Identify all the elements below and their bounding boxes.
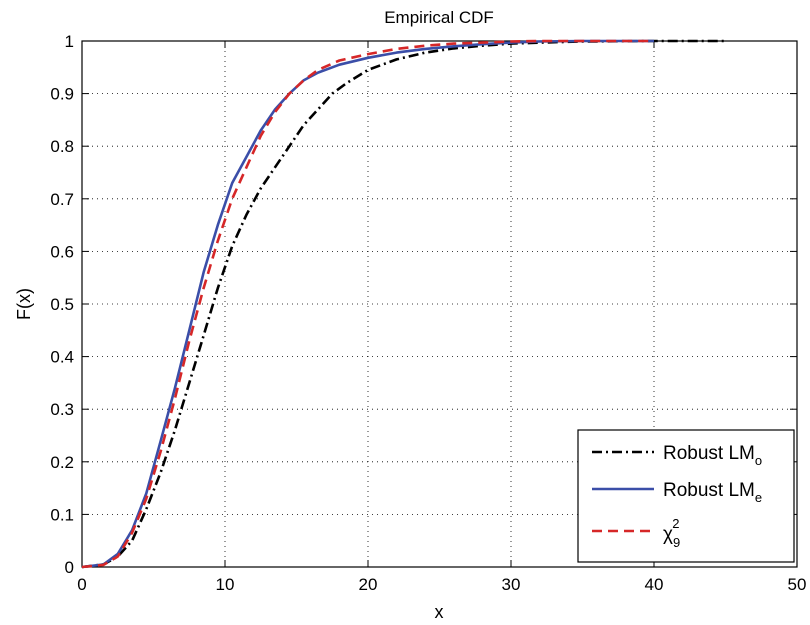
legend-label-robust-lm-e: Robust LMe xyxy=(663,480,762,505)
x-tick-label: 50 xyxy=(788,575,807,594)
x-tick-label: 30 xyxy=(502,575,521,594)
y-tick-labels: 0 0.1 0.2 0.3 0.4 0.5 0.6 0.7 0.8 0.9 1 xyxy=(50,32,74,577)
x-tick-labels: 0 10 20 30 40 50 xyxy=(77,575,806,594)
y-axis-label: F(x) xyxy=(14,288,34,320)
x-tick-label: 10 xyxy=(216,575,235,594)
y-tick-label: 0 xyxy=(65,558,74,577)
legend-label-chi-square: χ92 xyxy=(663,516,680,550)
y-tick-label: 0.9 xyxy=(50,85,74,104)
y-tick-label: 0.6 xyxy=(50,242,74,261)
x-tick-label: 20 xyxy=(359,575,378,594)
y-tick-label: 0.2 xyxy=(50,453,74,472)
y-tick-label: 1 xyxy=(65,32,74,51)
chart-title: Empirical CDF xyxy=(384,8,494,27)
y-tick-label: 0.5 xyxy=(50,295,74,314)
x-tick-label: 40 xyxy=(645,575,664,594)
y-tick-label: 0.3 xyxy=(50,400,74,419)
x-tick-label: 0 xyxy=(77,575,86,594)
y-tick-label: 0.8 xyxy=(50,137,74,156)
y-tick-label: 0.7 xyxy=(50,190,74,209)
series-line-2 xyxy=(81,39,654,569)
legend-label-robust-lm-o: Robust LMo xyxy=(663,443,762,468)
series-line-1 xyxy=(81,39,654,569)
y-tick-label: 0.1 xyxy=(50,505,74,524)
series-line-0 xyxy=(81,39,726,569)
x-axis-label: x xyxy=(435,602,444,622)
legend: Robust LMo Robust LMe χ92 xyxy=(577,429,795,563)
series-lines xyxy=(81,39,726,569)
y-tick-label: 0.4 xyxy=(50,348,74,367)
